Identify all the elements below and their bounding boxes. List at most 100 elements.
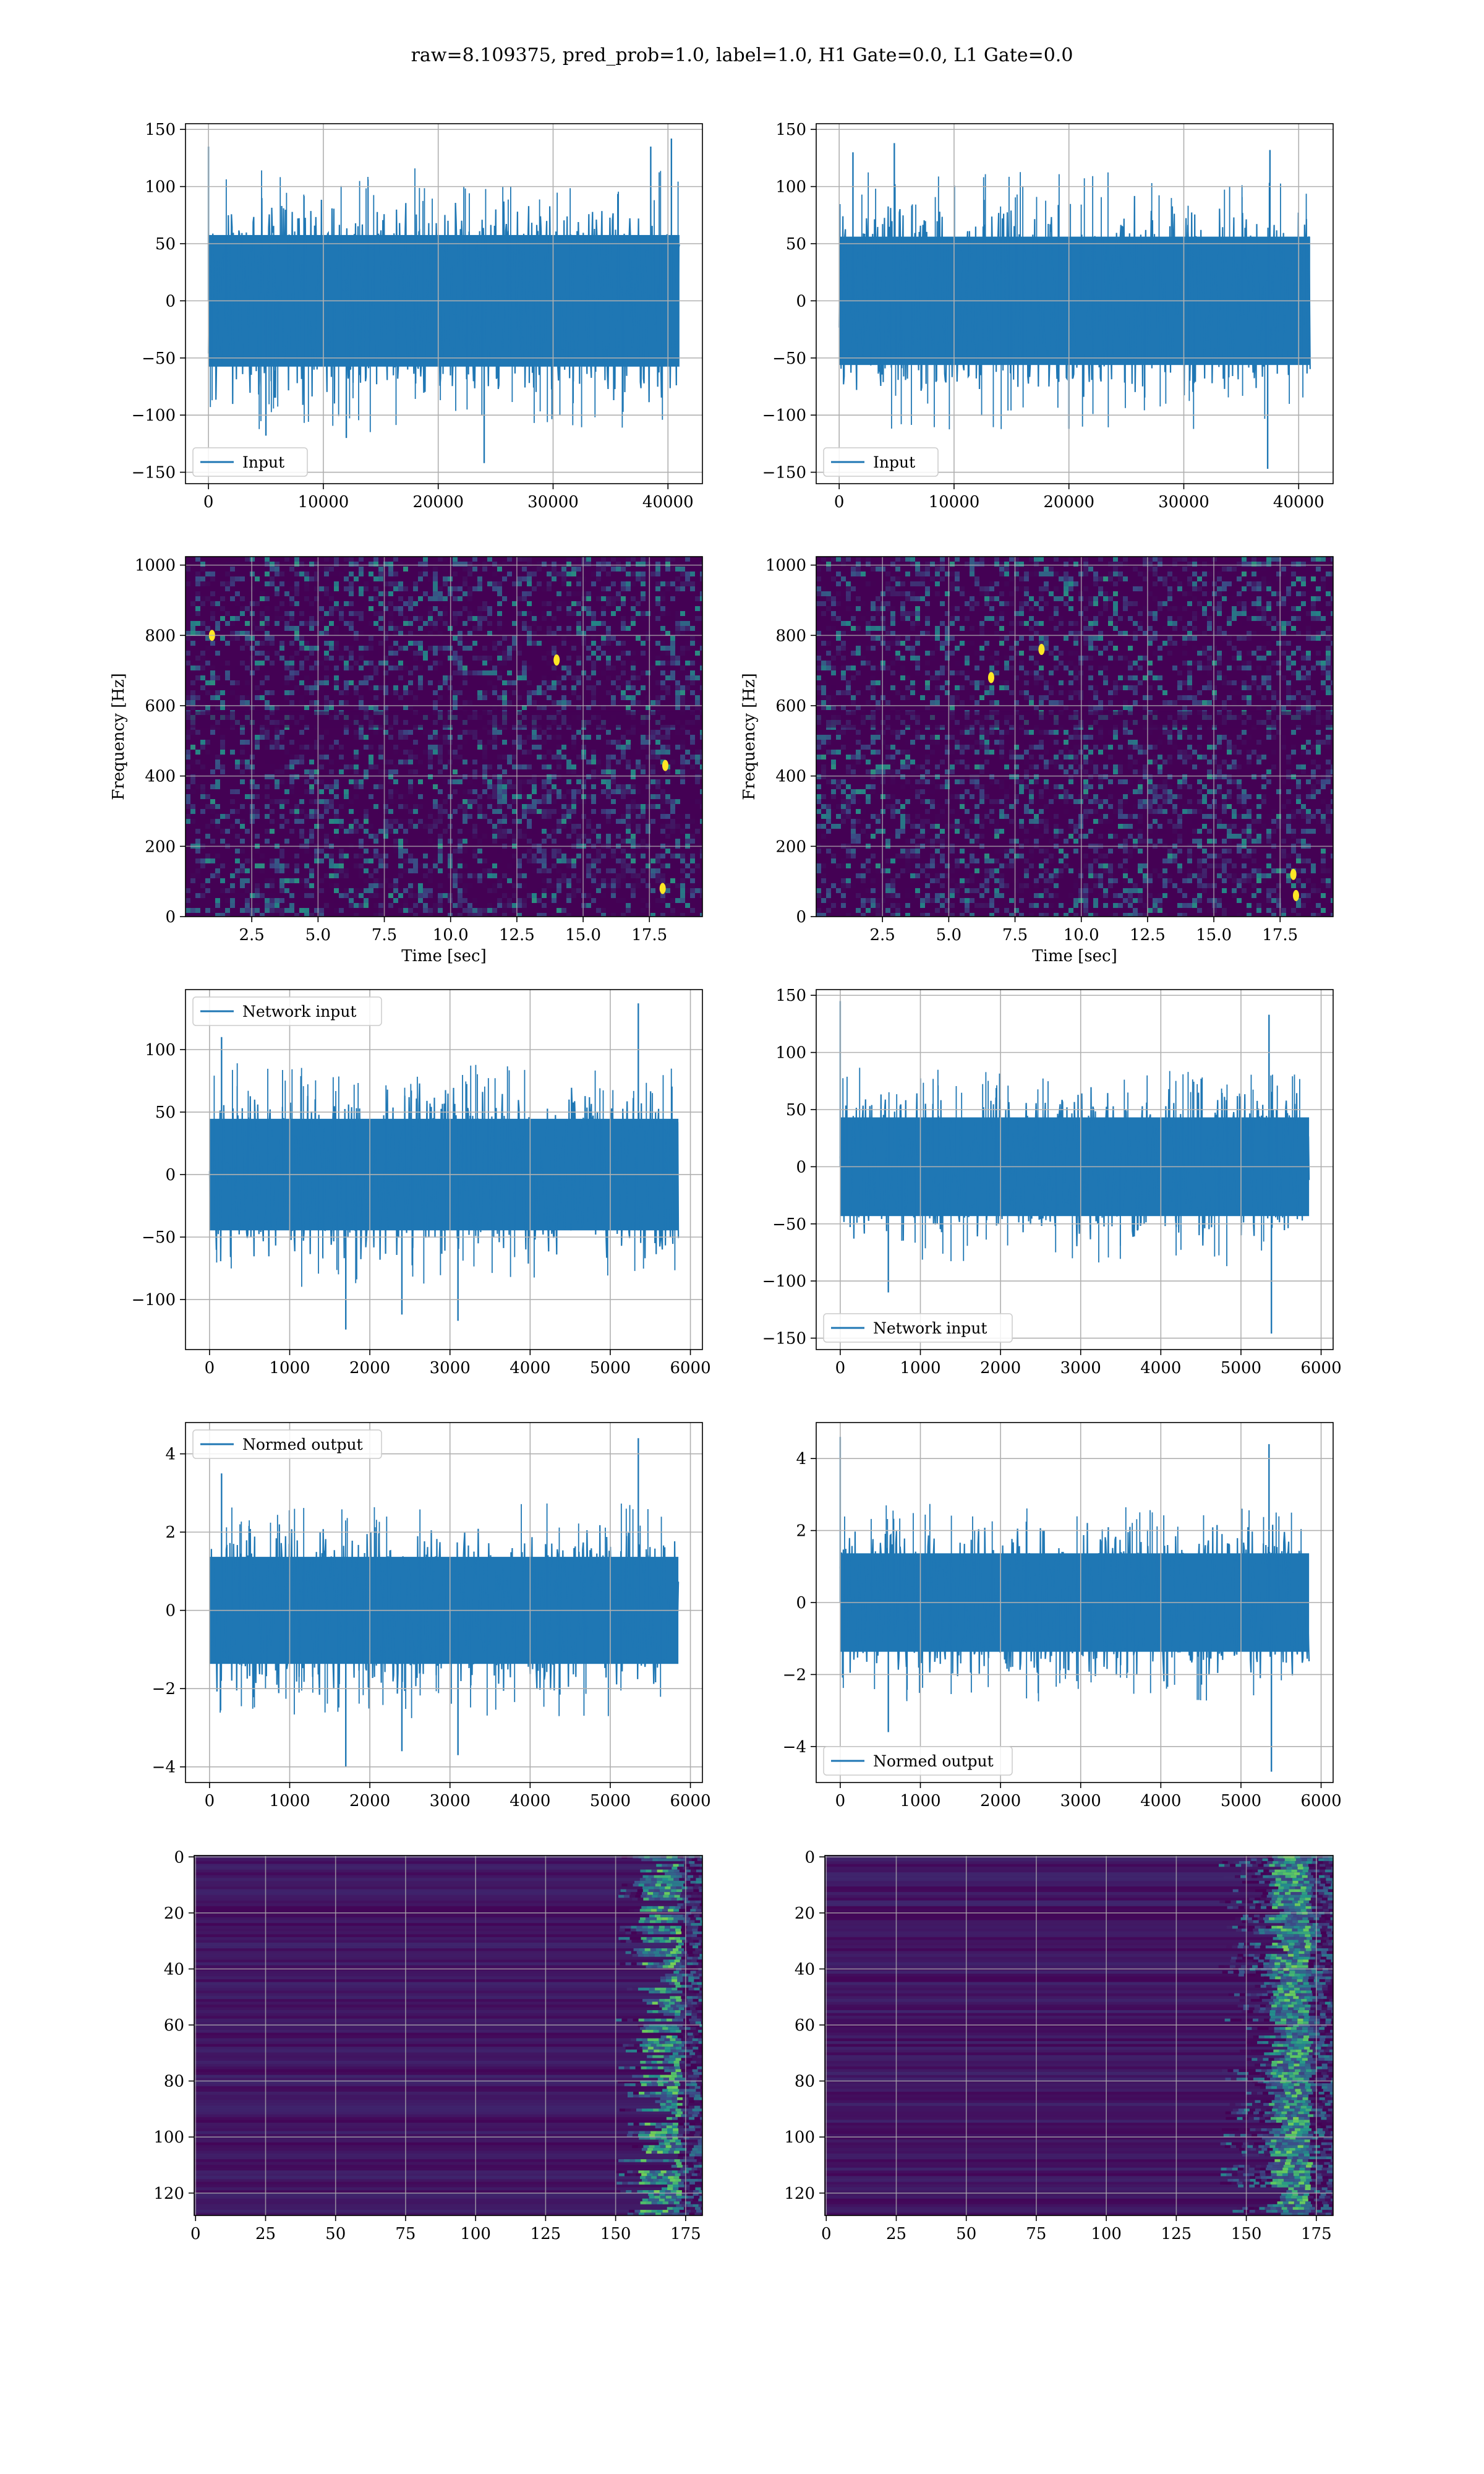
x-tick-label: 7.5 (1002, 926, 1028, 944)
legend-label: Network input (242, 1003, 356, 1021)
l1-input-plot-area (838, 143, 1311, 469)
x-tick-label: 0 (203, 493, 214, 511)
l1-spectrogram-plot-area (816, 557, 1333, 917)
x-tick-label: 20000 (1043, 493, 1094, 511)
h1-feature-map-axes-frame (194, 1855, 703, 2216)
legend-box (823, 447, 939, 477)
x-tick-label: 2000 (980, 1792, 1021, 1810)
x-tick-label: 30000 (1158, 493, 1209, 511)
x-tick-label: 100 (1091, 2225, 1122, 2243)
x-tick-label: 4000 (1140, 1792, 1181, 1810)
x-tick-label: 0 (821, 2225, 832, 2243)
y-tick-label: −2 (783, 1666, 806, 1684)
y-tick-label: 0 (796, 292, 806, 310)
x-tick-label: 5000 (590, 1792, 631, 1810)
x-tick-label: 4000 (1140, 1359, 1181, 1377)
y-tick-label: 200 (145, 837, 176, 856)
x-tick-label: 0 (835, 1359, 846, 1377)
y-tick-label: 40 (164, 1960, 184, 1979)
spectrogram-hotspot (1292, 889, 1299, 901)
x-tick-label: 175 (670, 2225, 701, 2243)
y-tick-label: −100 (132, 406, 176, 425)
x-tick-label: 10000 (298, 493, 349, 511)
x-tick-label: 175 (1301, 2225, 1332, 2243)
x-tick-label: 6000 (1300, 1792, 1341, 1810)
x-tick-label: 25 (886, 2225, 906, 2243)
x-tick-label: 50 (325, 2225, 346, 2243)
y-tick-label: 600 (145, 697, 176, 716)
y-tick-label: −150 (132, 464, 176, 482)
y-tick-label: 120 (153, 2185, 184, 2203)
y-tick-label: 0 (174, 1848, 184, 1867)
x-tick-label: 75 (1026, 2225, 1046, 2243)
x-tick-label: 25 (255, 2225, 276, 2243)
x-tick-label: 150 (600, 2225, 631, 2243)
legend-box (823, 1313, 1013, 1343)
l1-normed-output-legend: Normed output (823, 1746, 1013, 1776)
x-tick-label: 5.0 (936, 926, 962, 944)
x-tick-label: 4000 (510, 1792, 550, 1810)
x-tick-label: 150 (1231, 2225, 1262, 2243)
y-tick-label: −4 (152, 1758, 176, 1777)
y-tick-label: −100 (762, 1272, 806, 1291)
y-tick-label: −50 (772, 349, 806, 368)
x-tick-label: 1000 (269, 1792, 310, 1810)
y-tick-label: 100 (145, 178, 176, 197)
x-tick-label: 20000 (412, 493, 464, 511)
y-tick-label: 400 (145, 768, 176, 786)
y-tick-label: 0 (796, 1158, 806, 1176)
y-tick-label: 150 (775, 987, 806, 1005)
l1-normed-output-subplot: Normed output 0 1000 2000 3000 4000 5000 6000 −4… (783, 1422, 1342, 1810)
x-tick-label: 10.0 (1064, 926, 1099, 944)
spectrogram-hotspot (987, 672, 994, 683)
x-tick-label: 50 (956, 2225, 976, 2243)
x-tick-label: 30000 (527, 493, 579, 511)
y-tick-label: 50 (786, 235, 806, 254)
x-tick-label: 6000 (670, 1792, 710, 1810)
y-tick-label: 50 (786, 1101, 806, 1119)
h1-input-subplot: Input 0 10000 20000 30000 40000 −150 −100 −50 0 50… (132, 121, 703, 511)
x-tick-label: 100 (460, 2225, 491, 2243)
l1-feature-map-subplot: 0 25 50 75 100 125 150 175 0 20 40 60 80 100 120 (784, 1848, 1334, 2243)
y-tick-label: −150 (762, 1330, 806, 1348)
spectrogram-hotspot (1290, 868, 1297, 880)
h1-input-axes-frame (185, 123, 703, 484)
x-tick-label: 75 (395, 2225, 416, 2243)
h1-network-input-axes-frame (185, 989, 703, 1350)
y-tick-label: −2 (152, 1680, 176, 1698)
h1-normed-output-axes-frame (185, 1422, 703, 1783)
y-tick-label: 2 (796, 1522, 806, 1541)
h1-feature-map-subplot: 0 25 50 75 100 125 150 175 0 20 40 60 80 100 120 (153, 1848, 703, 2243)
y-tick-label: 120 (784, 2185, 815, 2203)
y-tick-label: 100 (775, 1044, 806, 1063)
x-tick-label: 5000 (1221, 1792, 1261, 1810)
legend-label: Input (873, 453, 915, 471)
y-tick-label: 60 (164, 2016, 184, 2035)
y-tick-label: 50 (155, 235, 176, 254)
y-tick-label: 80 (164, 2073, 184, 2091)
y-tick-label: −100 (762, 406, 806, 425)
legend-box (192, 447, 308, 477)
x-tick-label: 12.5 (1130, 926, 1166, 944)
l1-input-axes-frame (816, 123, 1334, 484)
x-tick-label: 15.0 (565, 926, 601, 944)
y-tick-label: 200 (775, 837, 806, 856)
x-tick-label: 1000 (900, 1359, 940, 1377)
h1-spectrogram-axes-frame (185, 556, 703, 917)
x-tick-label: 0 (205, 1359, 215, 1377)
x-tick-label: 3000 (1060, 1359, 1101, 1377)
y-tick-label: 1000 (135, 557, 176, 575)
x-tick-label: 40000 (642, 493, 694, 511)
signal-line (838, 195, 1311, 397)
y-tick-label: 800 (775, 627, 806, 645)
signal-line (839, 1087, 1310, 1246)
x-tick-label: 3000 (430, 1359, 471, 1377)
l1-spectrogram-x-axis-label: Time [sec] (1032, 947, 1117, 965)
l1-network-input-legend: Network input (823, 1313, 1013, 1343)
x-tick-label: 4000 (510, 1359, 550, 1377)
legend-label: Input (242, 453, 284, 471)
x-tick-label: 40000 (1273, 493, 1324, 511)
y-tick-label: −50 (772, 1215, 806, 1234)
x-tick-label: 3000 (430, 1792, 471, 1810)
